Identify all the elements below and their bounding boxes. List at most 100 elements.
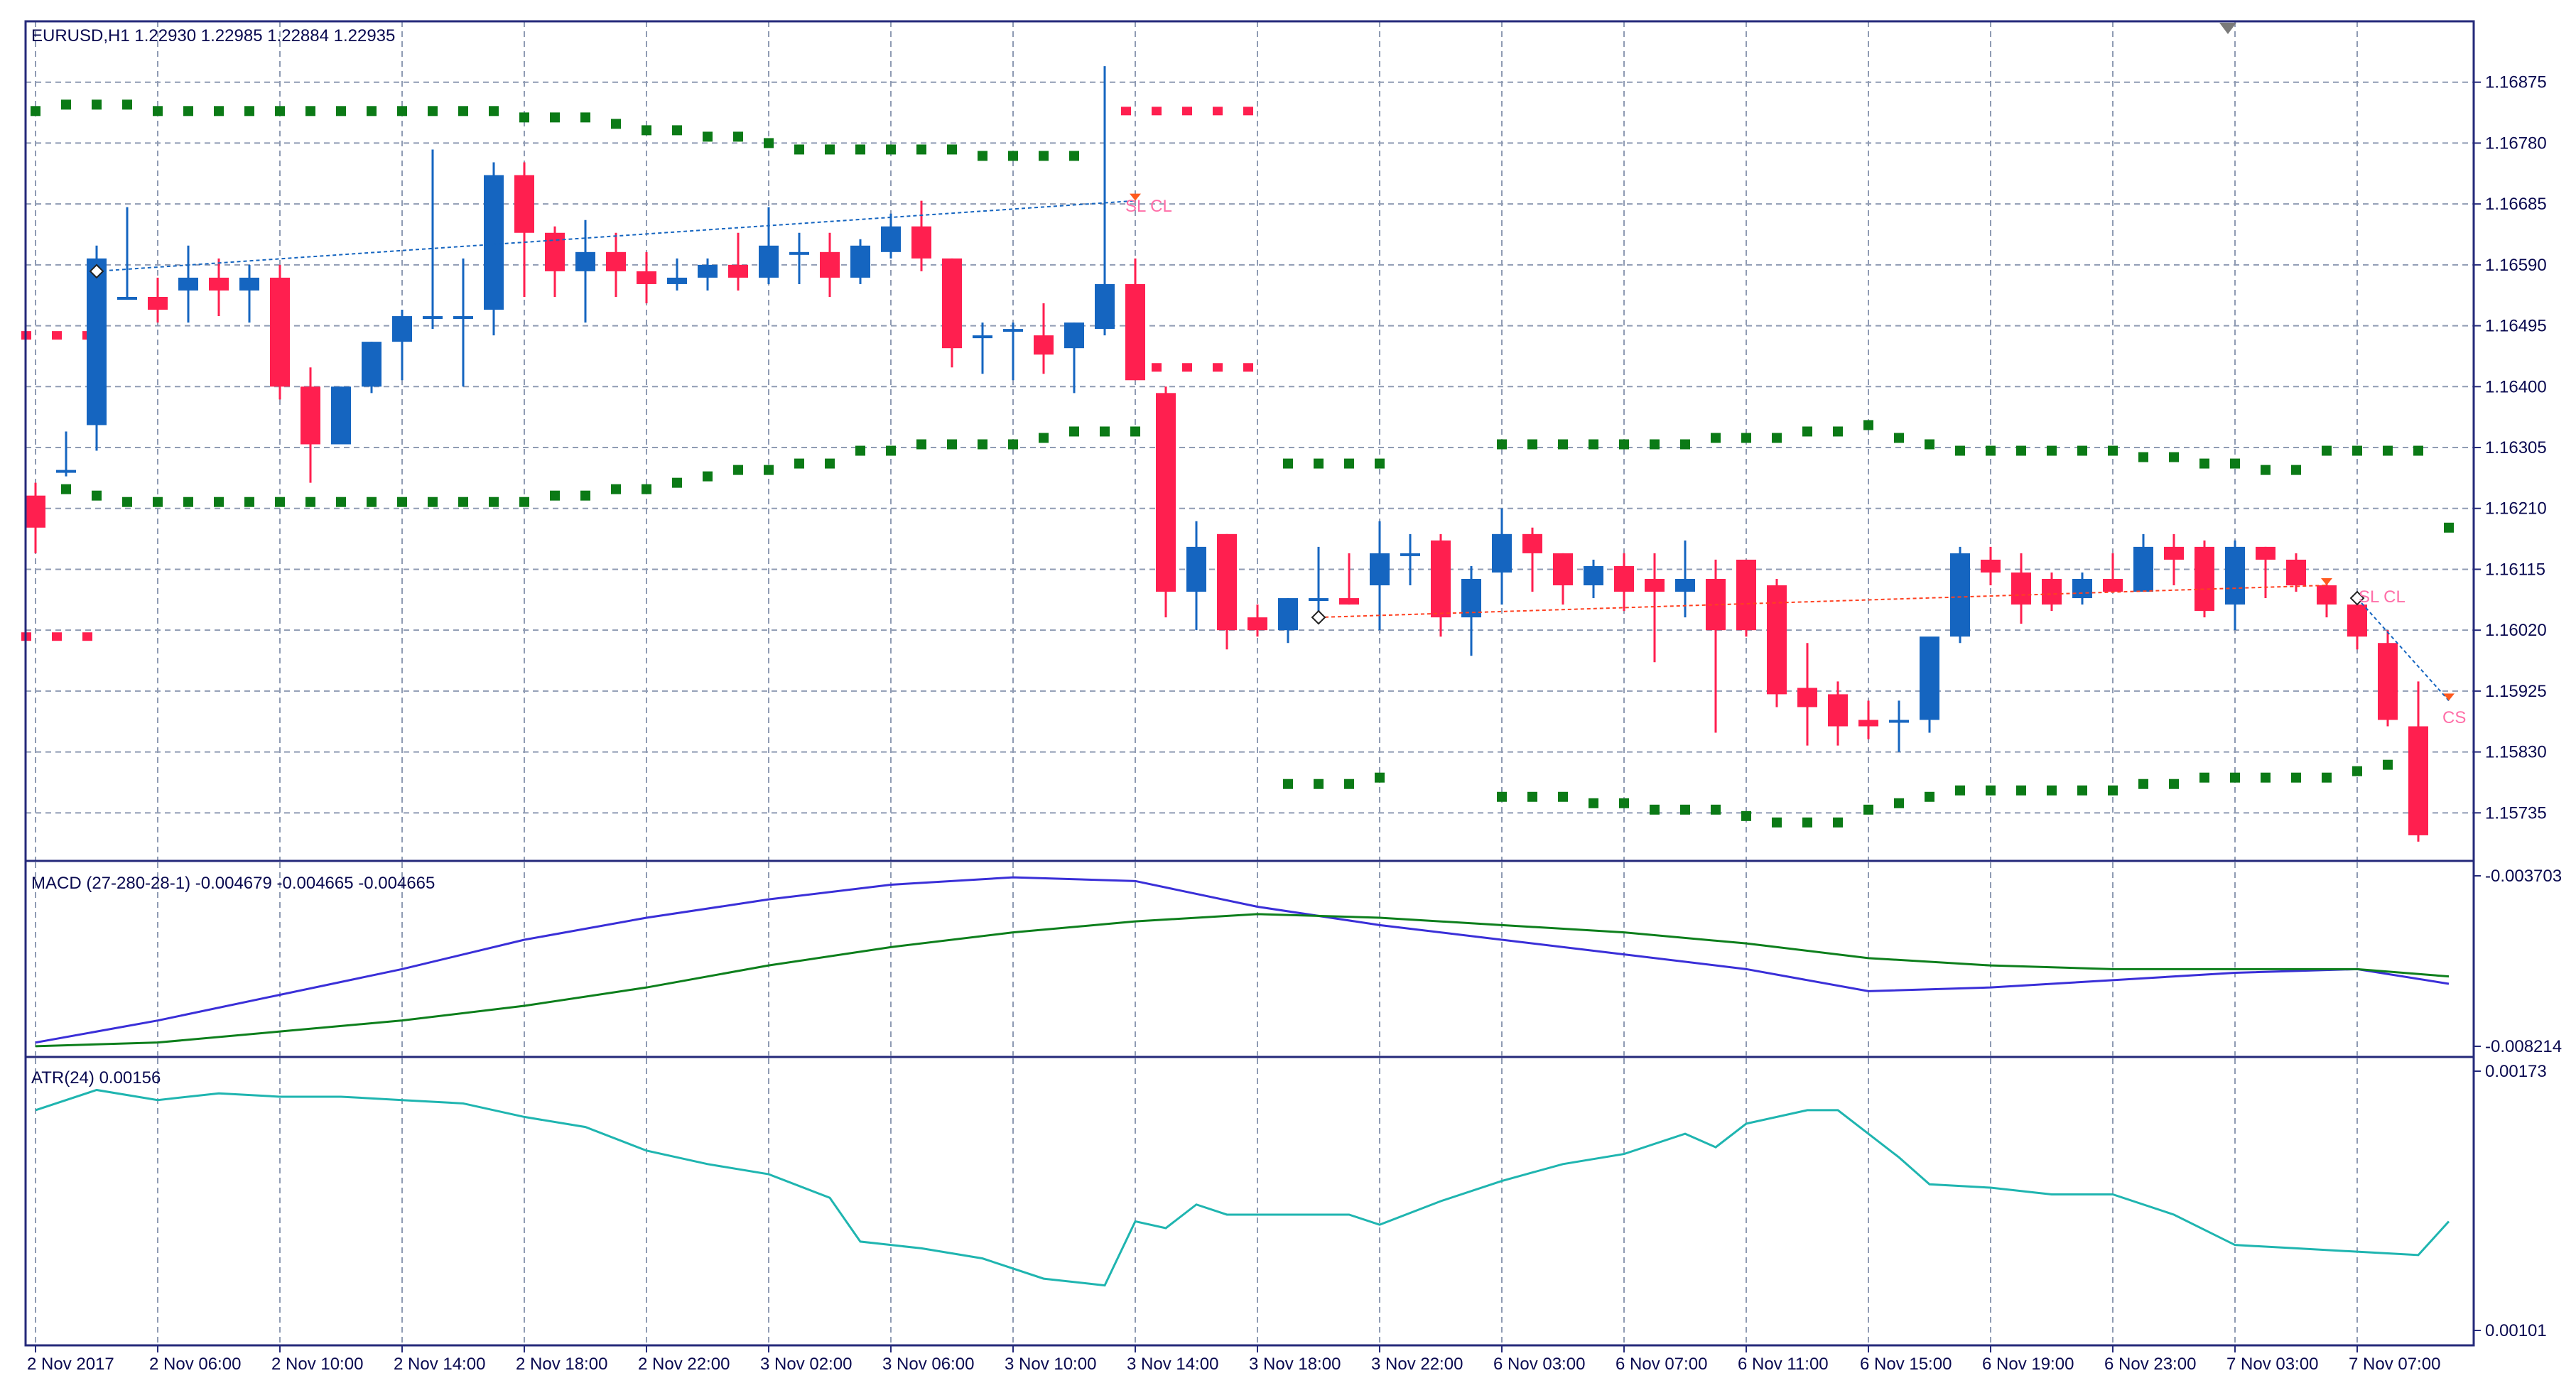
candle	[1431, 533, 1451, 637]
candle	[2317, 578, 2337, 618]
sar-dot	[1130, 426, 1140, 437]
candle	[973, 322, 992, 374]
red-level-dot	[1152, 107, 1162, 116]
sar-dot	[1527, 791, 1537, 802]
time-tick-label: 2 Nov 06:00	[149, 1355, 241, 1374]
sar-dot	[2108, 445, 2118, 456]
candle-body	[362, 342, 381, 387]
candle	[362, 342, 381, 394]
candle	[606, 232, 626, 297]
candle-body	[973, 335, 992, 339]
macd-main-line	[35, 876, 2450, 1044]
sar-dot	[672, 125, 682, 136]
sar-dot	[244, 106, 254, 116]
svg-text:0.00173: 0.00173	[2485, 1062, 2547, 1081]
sar-dot	[1344, 779, 1354, 789]
candle-body	[1431, 540, 1451, 618]
sar-dot	[2230, 458, 2240, 469]
atr-header: ATR(24) 0.00156	[31, 1068, 161, 1088]
atr-layer	[35, 1088, 2450, 1287]
sar-dot	[428, 497, 438, 507]
time-tick-label: 2 Nov 10:00	[271, 1355, 363, 1374]
price-tick-label: 1.16210	[2485, 499, 2547, 519]
candle-body	[1675, 578, 1695, 592]
chart-shift-marker-icon[interactable]	[2219, 23, 2236, 34]
candle	[1095, 66, 1115, 336]
candle-body	[2317, 585, 2337, 605]
sar-dot	[428, 106, 438, 116]
sar-dot	[2444, 522, 2454, 533]
candle	[1522, 527, 1542, 592]
order-arrow-icon	[2321, 578, 2332, 586]
exit-label: SL CL	[2359, 587, 2405, 607]
candle-body	[1614, 565, 1634, 592]
sar-dot	[1802, 426, 1812, 437]
sar-dot	[214, 106, 224, 116]
sar-dot	[1772, 817, 1782, 828]
candle-body	[178, 277, 198, 291]
sar-dot	[1558, 439, 1568, 450]
price-tick-label: 1.16115	[2485, 560, 2545, 579]
red-level-dot	[1182, 363, 1192, 372]
candle-body	[209, 277, 229, 291]
sar-dot	[2169, 779, 2179, 789]
candle	[1339, 553, 1359, 605]
candle-body	[942, 258, 962, 349]
sar-dot	[1619, 439, 1629, 450]
candle-body	[26, 495, 45, 528]
sar-dot	[183, 106, 193, 116]
candle-body	[2164, 546, 2184, 560]
sar-dot	[1955, 785, 1965, 796]
candle-body	[87, 258, 107, 425]
candle-body	[270, 277, 290, 387]
candle	[1828, 681, 1848, 746]
candle	[1400, 533, 1420, 586]
candle	[2378, 630, 2398, 727]
candle	[2286, 553, 2306, 592]
time-tick-label: 3 Nov 14:00	[1127, 1355, 1218, 1374]
candle-body	[637, 271, 656, 284]
candle-body	[1584, 565, 1603, 586]
candle	[301, 367, 320, 483]
order-arrow-icon	[2443, 693, 2455, 701]
order-connector-line	[2356, 597, 2450, 702]
sar-dot	[642, 125, 651, 136]
sar-dot	[1863, 420, 1873, 430]
candle	[1034, 303, 1054, 374]
sar-dot	[947, 439, 957, 450]
candle	[239, 264, 259, 323]
red-level-dot	[52, 331, 62, 340]
sar-dot	[1344, 458, 1354, 469]
time-tick-label: 3 Nov 10:00	[1005, 1355, 1096, 1374]
sar-dot	[1589, 439, 1598, 450]
order-arrow-icon	[1130, 193, 1141, 201]
candle-body	[2133, 546, 2153, 592]
candle	[637, 251, 656, 304]
sar-dot	[1925, 791, 1934, 802]
sar-dot	[519, 112, 529, 123]
candle	[392, 310, 412, 381]
candle-body	[1767, 585, 1787, 695]
sar-dot	[1008, 439, 1018, 450]
sar-dot	[642, 484, 651, 494]
time-tick-label: 6 Nov 15:00	[1860, 1355, 1952, 1374]
sar-dot	[1283, 458, 1293, 469]
candle	[514, 162, 534, 297]
sar-dot	[2261, 772, 2271, 783]
sar-dot	[2138, 452, 2148, 462]
sar-dot	[2016, 445, 2026, 456]
candle-body	[2225, 546, 2245, 605]
candle	[1920, 636, 1939, 733]
sar-dot	[153, 106, 163, 116]
price-tick-label: 1.16400	[2485, 377, 2547, 396]
sar-dot	[611, 119, 621, 129]
candle-body	[1400, 553, 1420, 556]
main-header: EURUSD,H1 1.22930 1.22985 1.22884 1.2293…	[31, 26, 395, 45]
sar-dot	[2291, 772, 2301, 783]
candle-body	[331, 386, 351, 445]
candle	[26, 482, 45, 553]
sar-dot	[703, 471, 713, 482]
sar-dot	[733, 465, 743, 475]
